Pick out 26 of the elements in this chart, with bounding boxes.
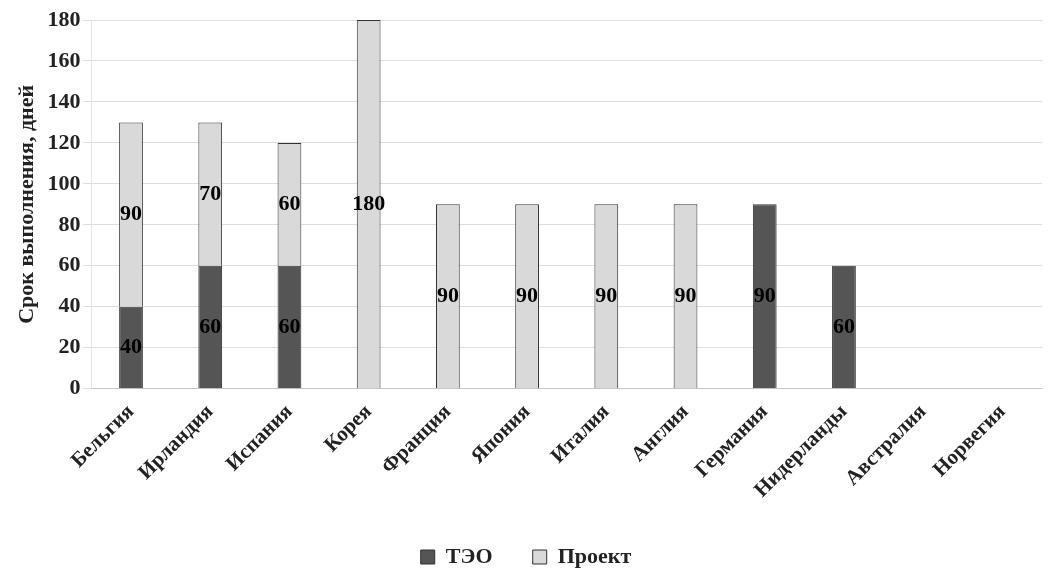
- legend-label: ТЭО: [445, 542, 493, 568]
- y-tick-label: 180: [47, 5, 81, 31]
- data-label: 90: [595, 281, 618, 307]
- y-tick-label: 80: [58, 210, 81, 236]
- y-axis-title: Срок выполнения, дней: [12, 84, 38, 324]
- data-label: 90: [436, 281, 459, 307]
- data-label: 90: [753, 281, 776, 307]
- data-label: 40: [120, 333, 143, 359]
- y-tick-label: 60: [58, 251, 81, 277]
- data-label: 90: [120, 200, 143, 226]
- y-tick-label: 20: [58, 333, 81, 359]
- legend-label: Проект: [557, 542, 632, 568]
- y-tick-label: 0: [69, 374, 81, 400]
- data-label: 60: [832, 312, 855, 338]
- y-tick-label: 40: [58, 292, 81, 318]
- data-label: 70: [199, 179, 222, 205]
- data-label: 60: [278, 190, 301, 216]
- y-tick-label: 120: [47, 128, 81, 154]
- y-tick-label: 100: [47, 169, 81, 195]
- data-label: 180: [352, 189, 386, 215]
- data-label: 90: [516, 281, 539, 307]
- data-label: 60: [278, 312, 301, 338]
- data-label: 60: [199, 312, 222, 338]
- data-label: 90: [674, 281, 697, 307]
- y-tick-label: 160: [47, 46, 81, 72]
- y-tick-label: 140: [47, 87, 81, 113]
